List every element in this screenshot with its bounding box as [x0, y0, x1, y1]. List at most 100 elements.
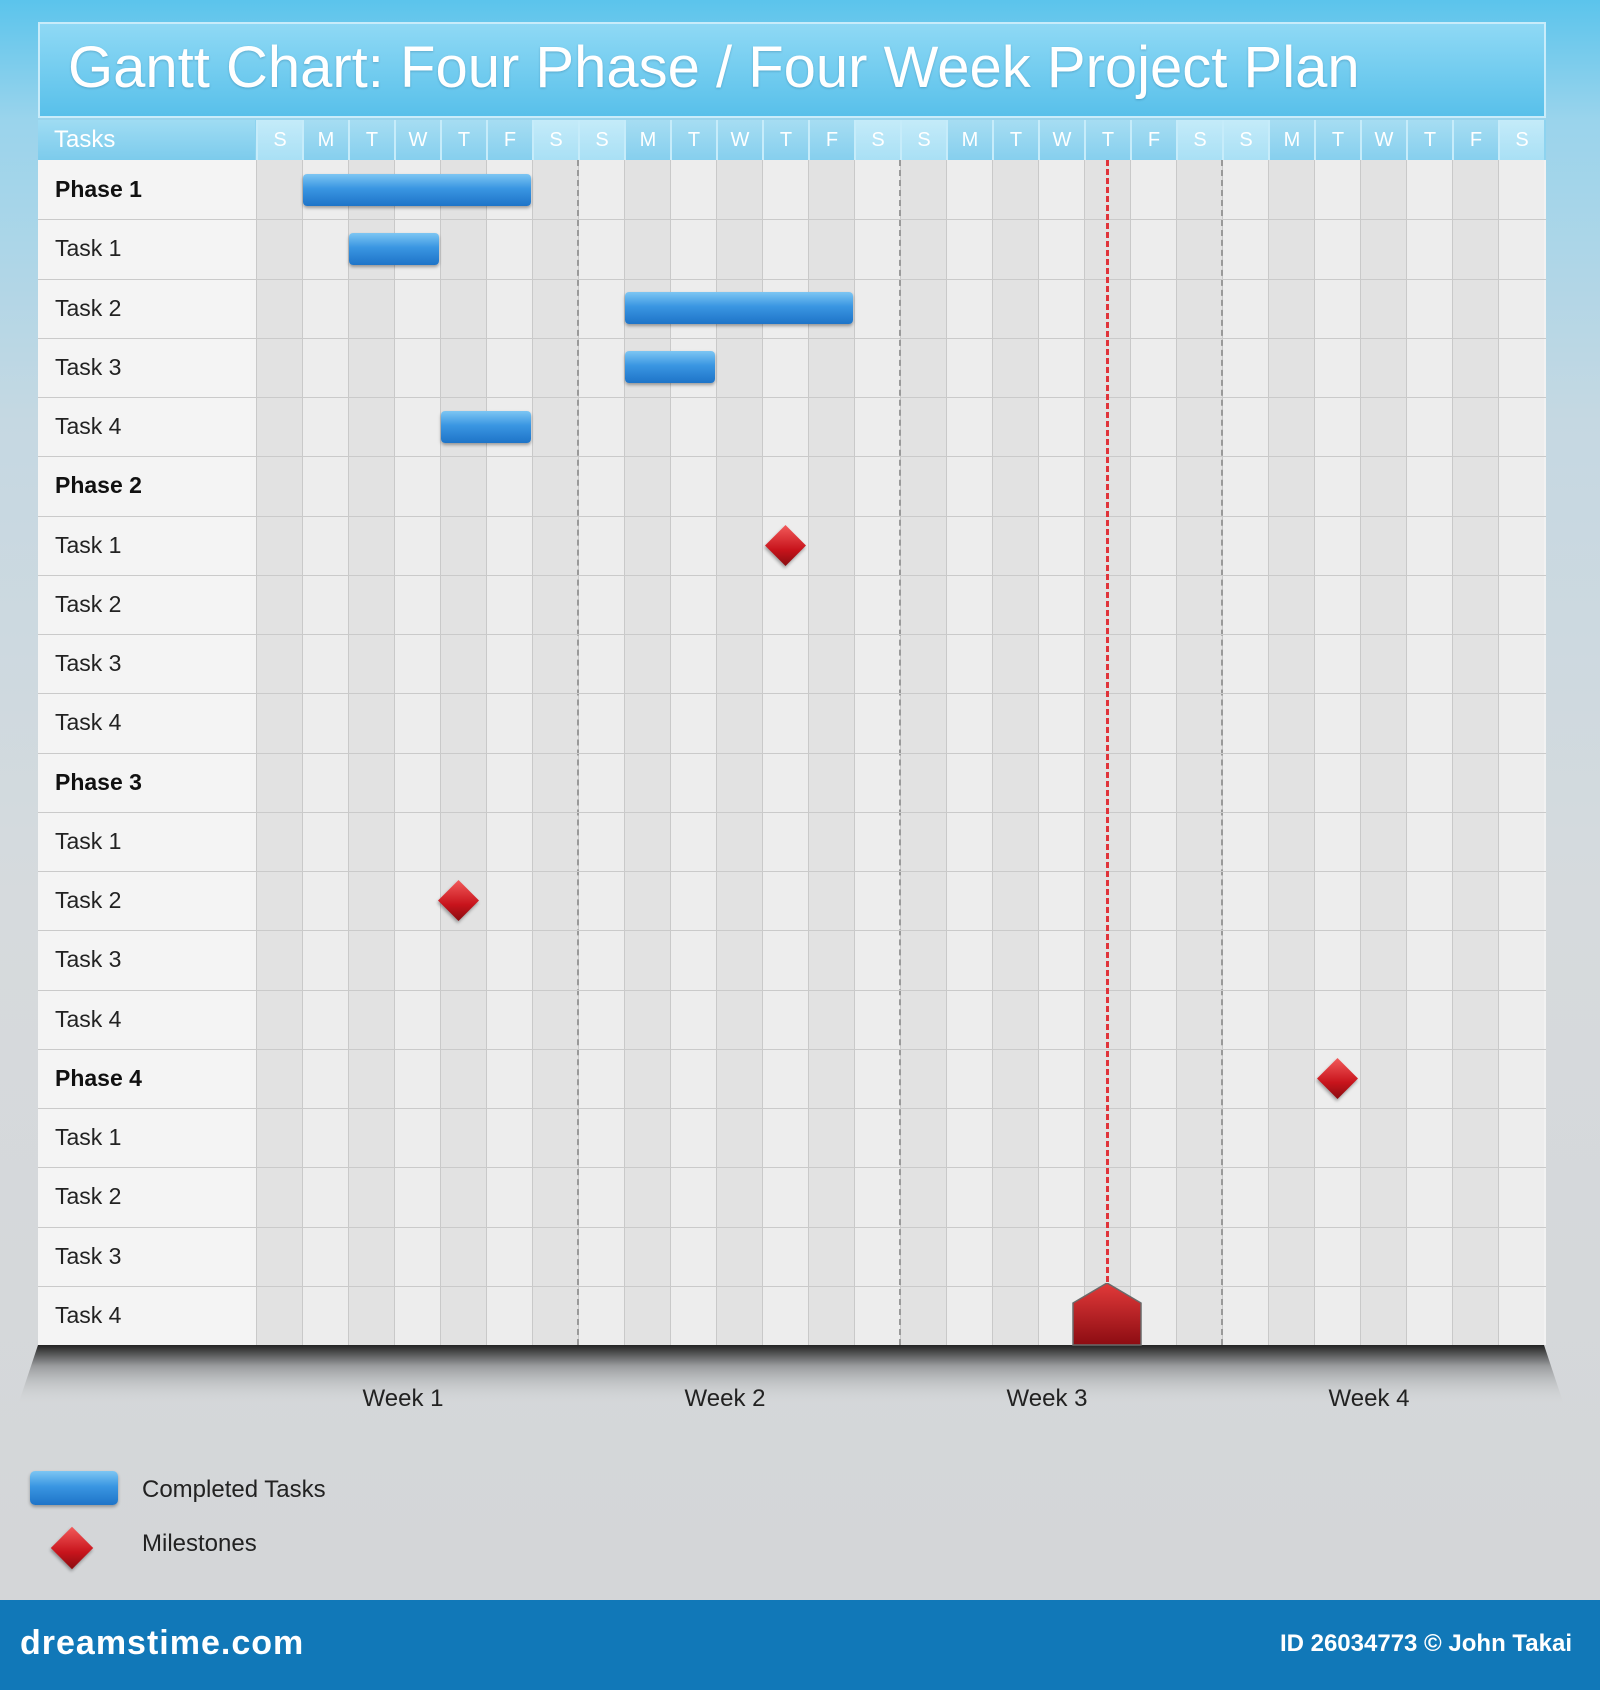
chart-title: Gantt Chart: Four Phase / Four Week Proj…: [68, 35, 1360, 100]
task-label: Task 4: [55, 1302, 122, 1328]
day-column: [302, 160, 348, 1345]
current-day-line: [1105, 160, 1109, 1300]
task-label: Task 1: [55, 1124, 122, 1150]
day-column: [946, 160, 992, 1345]
chart-floor-shadow: [18, 1345, 1564, 1405]
day-column: [992, 160, 1038, 1345]
row-divider: [38, 1286, 1546, 1287]
task-label-column: [38, 160, 256, 1345]
day-header-cell: T: [762, 120, 808, 160]
task-label: Task 3: [55, 1243, 122, 1269]
day-column: [440, 160, 486, 1345]
day-header-cell: S: [854, 120, 900, 160]
day-header-cell: F: [1130, 120, 1176, 160]
row-divider: [38, 634, 1546, 635]
day-column: [1176, 160, 1222, 1345]
task-label: Task 1: [55, 235, 122, 261]
day-column: [1360, 160, 1406, 1345]
task-label: Task 1: [55, 532, 122, 558]
phase-label: Phase 1: [55, 176, 142, 202]
legend-completed-label: Completed Tasks: [142, 1476, 326, 1503]
day-column: [532, 160, 578, 1345]
phase-label: Phase 3: [55, 769, 142, 795]
task-label: Task 3: [55, 354, 122, 380]
week-divider: [899, 160, 901, 1345]
week-label: Week 2: [684, 1385, 766, 1412]
row-divider: [38, 871, 1546, 872]
row-divider: [38, 516, 1546, 517]
day-header-cell: S: [578, 120, 624, 160]
row-divider: [38, 397, 1546, 398]
day-column: [348, 160, 394, 1345]
day-header-cell: T: [348, 120, 394, 160]
day-column: [256, 160, 302, 1345]
day-column: [1314, 160, 1360, 1345]
week-label: Week 4: [1328, 1385, 1410, 1412]
footer-bar: dreamstime.com ID 26034773 © John Takai: [0, 1600, 1600, 1690]
task-label: Task 4: [55, 709, 122, 735]
task-label: Task 2: [55, 591, 122, 617]
week-divider: [577, 160, 579, 1345]
task-label: Task 2: [55, 887, 122, 913]
day-header-cell: F: [808, 120, 854, 160]
day-header-cell: S: [1176, 120, 1222, 160]
week-divider: [1221, 160, 1223, 1345]
day-header-cell: W: [716, 120, 762, 160]
footer-image-id: ID 26034773 © John Takai: [1279, 1630, 1572, 1657]
day-header-cell: S: [256, 120, 302, 160]
row-divider: [38, 219, 1546, 220]
day-column: [808, 160, 854, 1345]
week-label: Week 1: [362, 1385, 444, 1412]
day-column: [762, 160, 808, 1345]
row-divider: [38, 279, 1546, 280]
current-day-marker: [1072, 1283, 1142, 1346]
completed-task-bar: [625, 292, 853, 324]
row-divider: [38, 338, 1546, 339]
day-header-cell: S: [532, 120, 578, 160]
day-column: [1130, 160, 1176, 1345]
row-divider: [38, 456, 1546, 457]
day-header-cell: T: [1084, 120, 1130, 160]
day-header-cell: T: [440, 120, 486, 160]
task-label: Task 4: [55, 1006, 122, 1032]
phase-label: Phase 2: [55, 472, 142, 498]
completed-task-bar: [625, 351, 715, 383]
day-column: [394, 160, 440, 1345]
day-column: [716, 160, 762, 1345]
completed-task-bar: [349, 233, 439, 265]
task-label: Task 3: [55, 946, 122, 972]
row-divider: [38, 1108, 1546, 1109]
day-header-cell: W: [394, 120, 440, 160]
row-divider: [38, 575, 1546, 576]
day-header-cell: M: [946, 120, 992, 160]
day-header-cell: T: [1314, 120, 1360, 160]
day-column: [1222, 160, 1268, 1345]
day-column: [486, 160, 532, 1345]
day-header-cell: W: [1038, 120, 1084, 160]
week-label: Week 3: [1006, 1385, 1088, 1412]
day-header-cell: T: [670, 120, 716, 160]
day-column: [1268, 160, 1314, 1345]
row-divider: [38, 1049, 1546, 1050]
day-column: [1498, 160, 1544, 1345]
row-divider: [38, 930, 1546, 931]
day-header-cell: S: [1222, 120, 1268, 160]
day-header-cell: W: [1360, 120, 1406, 160]
row-divider: [38, 753, 1546, 754]
row-divider: [38, 1227, 1546, 1228]
legend-milestone-label: Milestones: [142, 1530, 257, 1557]
day-header-cell: M: [624, 120, 670, 160]
completed-task-bar: [303, 174, 531, 206]
day-header-cell: S: [900, 120, 946, 160]
task-label: Task 2: [55, 295, 122, 321]
completed-task-bar: [441, 411, 531, 443]
day-header-cell: T: [992, 120, 1038, 160]
task-label: Task 3: [55, 650, 122, 676]
day-header-cell: F: [486, 120, 532, 160]
day-column: [854, 160, 900, 1345]
footer-site-name: dreamstime.com: [20, 1624, 305, 1662]
day-header-cell: F: [1452, 120, 1498, 160]
day-column: [1038, 160, 1084, 1345]
day-column: [1406, 160, 1452, 1345]
